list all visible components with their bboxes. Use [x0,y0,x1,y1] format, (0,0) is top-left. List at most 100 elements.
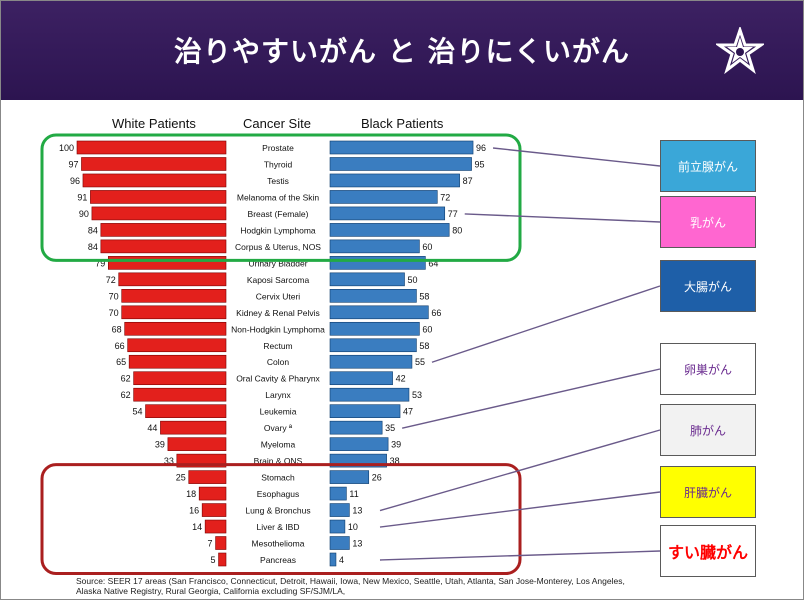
white-bar [91,206,227,221]
black-value-label: 58 [419,341,429,351]
black-bar [329,437,389,451]
black-value-label: 55 [415,357,425,367]
white-value-label: 65 [116,357,126,367]
callout-label: 肝臓がん [683,485,732,500]
white-bar [198,486,227,501]
cancer-site-label: Brain & ONS [254,456,303,466]
black-bar [329,486,347,501]
black-value-label: 50 [408,275,418,285]
white-value-label: 62 [121,374,131,384]
black-patients-header: Black Patients [361,116,444,131]
white-value-label: 62 [121,390,131,400]
source-note: Source: SEER 17 areas (San Francisco, Co… [76,576,625,596]
black-bar [329,519,346,534]
cancer-site-label: Testis [267,176,289,186]
black-bar [329,420,383,435]
slide-title: 治りやすいがん と 治りにくいがん [174,35,630,68]
white-bar [188,470,227,484]
white-bar [204,519,227,534]
black-value-label: 60 [422,324,432,334]
callout-connector [379,491,661,528]
black-bar [329,404,401,418]
black-value-label: 13 [352,506,362,516]
white-value-label: 68 [112,324,122,334]
low-survival-box [40,463,522,575]
callout-box: 前立腺がん [660,140,756,192]
white-bar [90,190,227,204]
callout-connector [379,429,661,512]
cancer-site-label: Non-Hodgkin Lymphoma [231,324,325,334]
cancer-site-label: Colon [267,357,289,367]
cancer-site-label: Stomach [261,473,295,483]
white-value-label: 70 [109,308,119,318]
black-bar [329,371,393,386]
black-value-label: 13 [352,539,362,549]
black-bar [329,536,350,550]
callout-label: 前立腺がん [677,159,738,174]
white-bar [81,157,227,171]
white-value-label: 90 [79,209,89,219]
white-bar [76,140,227,155]
high-survival-box [40,133,522,262]
callout-box: 肺がん [660,404,756,456]
callout-label: 乳がん [689,215,726,230]
white-bar [100,223,227,237]
cancer-site-label: Urinary Bladder [248,258,307,268]
white-bar [82,173,227,188]
white-bar [145,404,227,418]
cancer-site-label: Hodgkin Lymphoma [240,225,316,235]
white-bar [107,256,227,270]
callout-box: 大腸がん [660,260,756,312]
black-value-label: 11 [349,489,358,499]
cancer-site-label: Kaposi Sarcoma [247,275,310,285]
black-bar [329,552,337,567]
white-value-label: 7 [208,539,213,549]
callout-box: 肝臓がん [660,466,756,518]
callout-label: 卵巣がん [683,362,732,377]
cancer-site-label: Mesothelioma [252,539,305,549]
white-value-label: 54 [133,407,143,417]
white-value-label: 100 [59,143,74,153]
black-value-label: 35 [385,423,395,433]
white-bar [100,239,227,254]
white-value-label: 97 [68,159,78,169]
white-value-label: 18 [186,489,196,499]
cancer-site-label: Liver & IBD [257,522,300,532]
cancer-site-label: Esophagus [257,489,300,499]
white-value-label: 14 [192,522,202,532]
black-value-label: 58 [419,291,429,301]
callout-label: すい臓がん [667,543,748,562]
black-value-label: 60 [422,242,432,252]
cancer-site-label: Oral Cavity & Pharynx [236,374,320,384]
white-bar [127,338,227,353]
black-bar [329,223,450,237]
callout-box: 乳がん [660,196,756,248]
black-bar [329,503,350,517]
white-value-label: 33 [164,456,174,466]
black-bar [329,190,438,204]
black-bar [329,206,446,221]
black-bar [329,338,417,353]
white-bar [118,272,227,287]
cancer-site-label: Myeloma [261,440,296,450]
black-value-label: 96 [476,143,486,153]
callout-connector [492,147,661,167]
black-value-label: 42 [396,374,406,384]
cancer-site-label: Thyroid [264,159,293,169]
callout-label: 大腸がん [683,279,732,294]
white-value-label: 79 [95,258,105,268]
black-value-label: 80 [452,225,462,235]
black-bar [329,256,426,270]
white-value-label: 66 [115,341,125,351]
white-patients-header: White Patients [112,116,196,131]
black-value-label: 87 [463,176,473,186]
black-bar [329,140,474,155]
cancer-site-label: Leukemia [260,407,297,417]
black-value-label: 26 [372,473,382,483]
black-bar [329,321,420,336]
black-value-label: 39 [391,440,401,450]
white-bar [121,305,227,320]
white-value-label: 44 [147,423,157,433]
black-value-label: 72 [440,192,450,202]
